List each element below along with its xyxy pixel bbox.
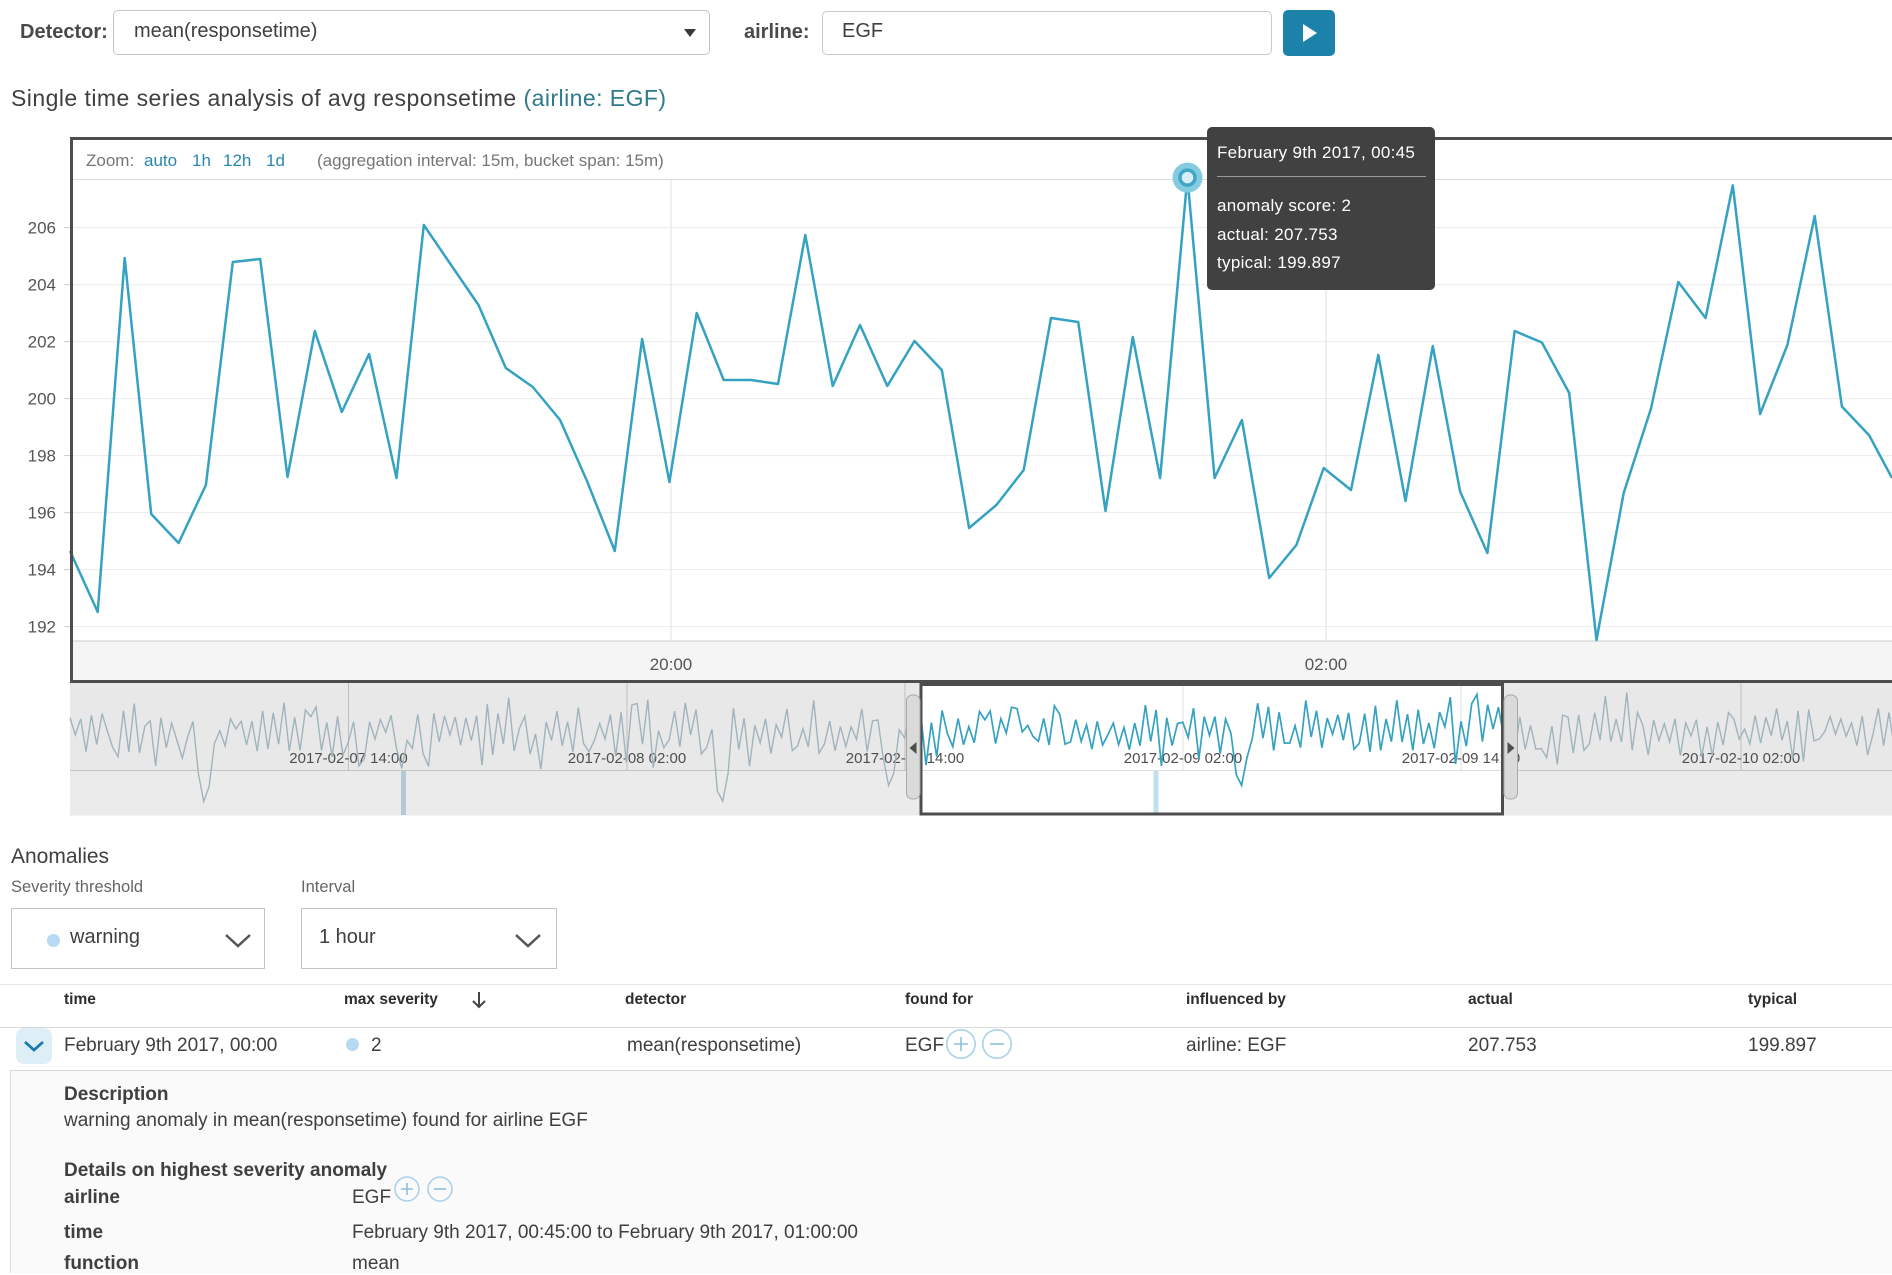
svg-text:Zoom:: Zoom: xyxy=(86,151,134,170)
svg-text:198: 198 xyxy=(28,447,56,466)
svg-text:202: 202 xyxy=(28,333,56,352)
svg-text:194: 194 xyxy=(28,561,56,580)
svg-text:20:00: 20:00 xyxy=(650,655,693,674)
svg-text:204: 204 xyxy=(28,276,56,295)
svg-text:2017-02-08 14:00: 2017-02-08 14:00 xyxy=(846,750,964,767)
svg-text:206: 206 xyxy=(28,219,56,238)
svg-text:02:00: 02:00 xyxy=(1305,655,1348,674)
svg-text:2017-02-09 02:00: 2017-02-09 02:00 xyxy=(1124,750,1242,767)
svg-text:200: 200 xyxy=(28,390,56,409)
svg-text:2017-02-10 02:00: 2017-02-10 02:00 xyxy=(1682,750,1800,767)
svg-text:192: 192 xyxy=(28,618,56,637)
svg-text:2017-02-07 14:00: 2017-02-07 14:00 xyxy=(289,750,407,767)
svg-text:(aggregation interval: 15m, bu: (aggregation interval: 15m, bucket span:… xyxy=(317,151,664,170)
svg-text:196: 196 xyxy=(28,504,56,523)
